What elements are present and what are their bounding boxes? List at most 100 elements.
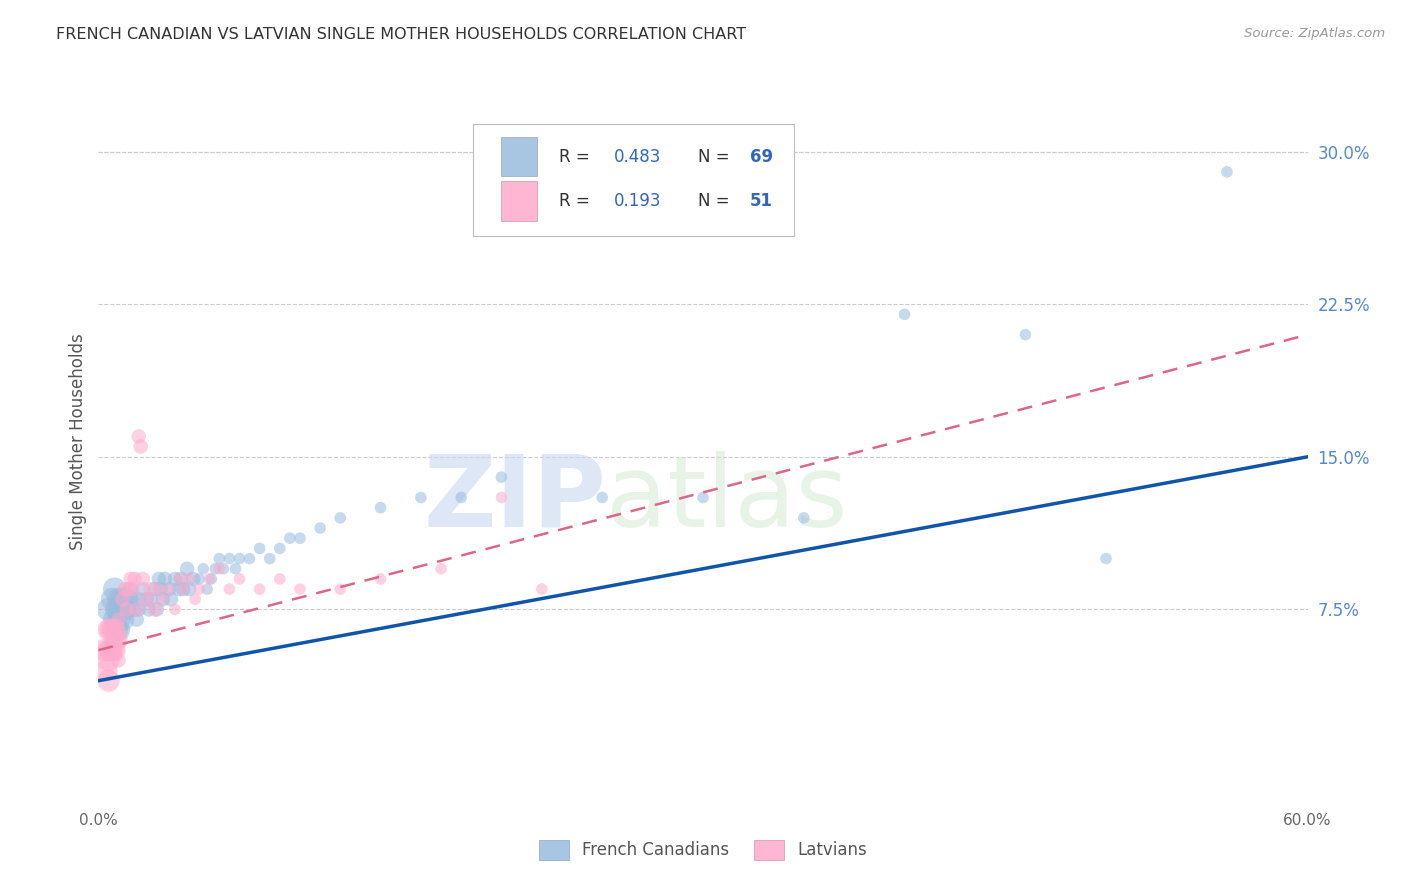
Point [114, 582, 136, 596]
Point [179, 572, 201, 586]
Point [146, 602, 169, 616]
Point [143, 582, 166, 596]
Point [101, 643, 124, 657]
Point [111, 613, 134, 627]
Point [135, 592, 157, 607]
Point [163, 602, 186, 616]
Point [107, 653, 129, 667]
Point [200, 572, 222, 586]
Point [149, 582, 172, 596]
Point [793, 511, 815, 525]
Point [139, 592, 162, 607]
Point [125, 613, 148, 627]
Point [132, 572, 155, 586]
Legend: French Canadians, Latvians: French Canadians, Latvians [531, 833, 875, 867]
Point [157, 582, 180, 596]
Point [125, 602, 148, 616]
Point [591, 491, 613, 505]
Point [329, 511, 352, 525]
Point [115, 592, 138, 607]
Point [103, 643, 125, 657]
Point [1216, 165, 1239, 179]
Text: Source: ZipAtlas.com: Source: ZipAtlas.com [1244, 27, 1385, 40]
Point [184, 592, 207, 607]
Point [208, 551, 231, 566]
Point [179, 582, 201, 596]
Point [370, 500, 392, 515]
Point [409, 491, 432, 505]
Point [170, 572, 193, 586]
Text: N =: N = [699, 193, 735, 211]
Point [198, 572, 221, 586]
Point [129, 440, 152, 454]
Point [176, 562, 198, 576]
FancyBboxPatch shape [501, 181, 537, 221]
Point [430, 562, 453, 576]
Point [132, 582, 155, 596]
Point [152, 592, 174, 607]
Point [278, 531, 301, 545]
Text: FRENCH CANADIAN VS LATVIAN SINGLE MOTHER HOUSEHOLDS CORRELATION CHART: FRENCH CANADIAN VS LATVIAN SINGLE MOTHER… [56, 27, 747, 42]
Point [450, 491, 472, 505]
Point [212, 562, 235, 576]
Point [107, 623, 129, 637]
Point [97, 673, 120, 688]
Point [218, 551, 240, 566]
Point [309, 521, 332, 535]
Point [193, 562, 215, 576]
Point [128, 592, 150, 607]
Point [167, 582, 190, 596]
Point [152, 592, 174, 607]
Point [97, 653, 120, 667]
Point [167, 572, 190, 586]
Text: R =: R = [560, 147, 595, 166]
Point [121, 592, 143, 607]
Point [105, 602, 128, 616]
Point [107, 602, 129, 616]
Point [530, 582, 553, 596]
Point [105, 623, 128, 637]
Point [128, 429, 150, 443]
Point [135, 592, 157, 607]
Point [103, 613, 125, 627]
Point [228, 551, 250, 566]
Point [111, 592, 134, 607]
Point [249, 582, 271, 596]
Text: atlas: atlas [606, 450, 848, 548]
Point [105, 632, 128, 647]
Point [224, 562, 246, 576]
Point [288, 531, 311, 545]
Point [103, 582, 125, 596]
Point [329, 582, 352, 596]
Point [153, 572, 176, 586]
Point [143, 602, 166, 616]
Point [93, 643, 115, 657]
Point [118, 582, 141, 596]
Point [208, 562, 231, 576]
Point [1014, 327, 1036, 342]
Point [491, 470, 513, 484]
Point [107, 592, 129, 607]
Point [120, 582, 142, 596]
Point [97, 602, 120, 616]
Point [114, 602, 136, 616]
Point [163, 572, 186, 586]
Point [96, 664, 118, 678]
Point [118, 602, 141, 616]
Point [188, 582, 211, 596]
Point [160, 592, 183, 607]
Point [259, 551, 281, 566]
Point [138, 602, 160, 616]
Point [172, 582, 194, 596]
Point [491, 491, 513, 505]
Point [692, 491, 714, 505]
Point [893, 307, 915, 321]
Point [107, 613, 129, 627]
Point [121, 582, 143, 596]
Point [188, 572, 211, 586]
Text: N =: N = [699, 147, 735, 166]
Text: ZIP: ZIP [423, 450, 606, 548]
Point [124, 602, 146, 616]
Point [100, 623, 122, 637]
Text: 69: 69 [751, 147, 773, 166]
